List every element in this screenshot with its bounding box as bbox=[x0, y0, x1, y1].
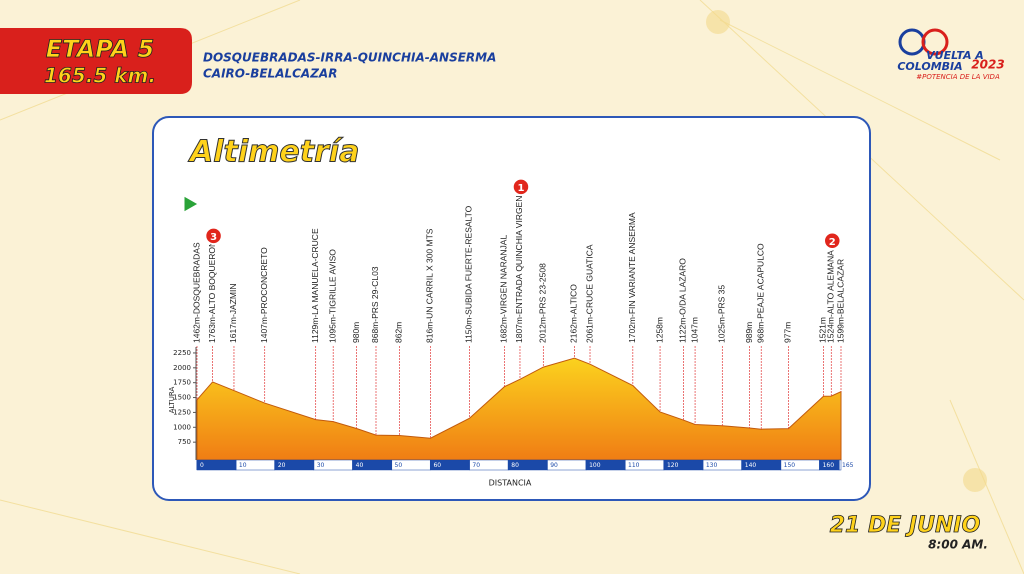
waypoint-label: 2061m-CRUCE GUATICA bbox=[584, 244, 594, 343]
y-tick-label: 750 bbox=[178, 438, 191, 446]
waypoint-label: 1047m bbox=[689, 317, 699, 343]
x-tick-label: 30 bbox=[317, 462, 325, 469]
route: CAIRO-BELALCAZAR bbox=[203, 67, 337, 81]
waypoint-label: 2012m-PRS 23-2508 bbox=[538, 263, 548, 343]
waypoint-label: 977m bbox=[783, 322, 793, 343]
elevation-area bbox=[196, 357, 842, 461]
waypoint-label: 989m bbox=[744, 322, 754, 343]
waypoint-label: 1702m-FIN VARIANTE ANSERMA bbox=[627, 212, 637, 343]
logo: VUELTA A COLOMBIA 2023 #POTENCIA DE LA V… bbox=[897, 28, 1005, 81]
deco-dot bbox=[963, 468, 987, 492]
waypoint-label: 1763m-ALTO BOQUERON bbox=[207, 241, 217, 343]
waypoint-label: 1258m bbox=[654, 317, 664, 343]
stage-banner bbox=[0, 28, 192, 94]
start-icon bbox=[183, 195, 200, 213]
waypoint-label: 1025m-PRS 35 bbox=[717, 285, 727, 343]
y-tick-label: 1750 bbox=[173, 379, 191, 387]
panel bbox=[152, 116, 871, 501]
x-tick-label: 70 bbox=[472, 462, 480, 469]
x-tick-label: 40 bbox=[356, 462, 364, 469]
logo-tagline: #POTENCIA DE LA VIDA bbox=[916, 73, 1000, 81]
route: DOSQUEBRADAS-IRRA-QUINCHIA-ANSERMA bbox=[203, 51, 496, 65]
stage-distance: 165.5 km. bbox=[44, 64, 156, 88]
logo-text: COLOMBIA bbox=[897, 60, 962, 73]
x-tick-label: 80 bbox=[511, 462, 519, 469]
waypoint-label: 1521m bbox=[818, 317, 828, 343]
y-tick-label: 2250 bbox=[173, 349, 191, 357]
waypoint-label: 816m-UN CARRIL X 300 MTS bbox=[425, 228, 435, 343]
x-tick-label: 60 bbox=[433, 462, 441, 469]
waypoint-label: 1807m-ENTRADA QUINCHIA VIRGEN bbox=[514, 196, 524, 343]
kom-category: 1 bbox=[517, 183, 524, 194]
x-tick-label: 90 bbox=[550, 462, 558, 469]
y-tick-label: 1000 bbox=[173, 423, 191, 431]
kom-category: 3 bbox=[210, 232, 217, 243]
waypoint-label: 868m-PRS 29-CL03 bbox=[370, 266, 380, 343]
waypoint-label: 1129m-LA MANUELA-CRUCE bbox=[310, 228, 320, 343]
x-tick-label: 110 bbox=[628, 462, 640, 469]
x-tick-label: 10 bbox=[239, 462, 247, 469]
y-tick-label: 1500 bbox=[173, 394, 191, 402]
kom-badge bbox=[204, 227, 223, 245]
waypoint-label: 1462m-DOSQUEBRADAS bbox=[191, 242, 201, 343]
x-tick-label: 20 bbox=[278, 462, 286, 469]
x-tick-label: 150 bbox=[784, 462, 796, 469]
x-tick-label: 160 bbox=[823, 462, 835, 469]
waypoint-label: 1682m-VIRGEN NARANJAL bbox=[499, 235, 509, 343]
waypoint-label: 1599m-BELALCAZAR bbox=[835, 259, 845, 343]
x-tick-label: 0 bbox=[200, 462, 204, 469]
waypoint-label: 1407m-PROCONCRETO bbox=[259, 247, 269, 343]
kom-badge bbox=[823, 232, 842, 250]
date: 21 DE JUNIO bbox=[830, 513, 981, 538]
time: 8:00 AM. bbox=[928, 538, 988, 552]
waypoint-label: 2162m-ALTICO bbox=[569, 284, 579, 343]
y-axis-label: ALTURA bbox=[168, 387, 176, 414]
kom-category: 2 bbox=[829, 237, 836, 248]
x-tick-label: 165 bbox=[842, 462, 854, 469]
waypoint-label: 1095m-TIGRILLE AVISO bbox=[327, 249, 337, 343]
waypoint-label: 1617m-JAZMIN bbox=[228, 283, 238, 343]
waypoint-label: 980m bbox=[351, 322, 361, 343]
waypoint-label: 1524m-ALTO ALEMANA bbox=[826, 250, 836, 343]
x-tick-label: 50 bbox=[395, 462, 403, 469]
x-tick-label: 130 bbox=[706, 462, 718, 469]
chart-title: Altimetría bbox=[188, 135, 359, 170]
x-axis-label: DISTANCIA bbox=[489, 479, 532, 488]
stage: ETAPA 5 bbox=[46, 35, 155, 63]
deco-dot bbox=[706, 10, 730, 34]
x-tick-label: 120 bbox=[667, 462, 679, 469]
waypoint-label: 1150m-SUBIDA FUERTE-RESALTO bbox=[464, 205, 474, 343]
x-tick-label: 140 bbox=[745, 462, 757, 469]
waypoint-label: 1122m-O/DA LAZARO bbox=[678, 258, 688, 343]
y-tick-label: 2000 bbox=[173, 364, 191, 372]
kom-badge bbox=[512, 178, 530, 196]
x-tick-label: 100 bbox=[589, 462, 601, 469]
y-tick-label: 1250 bbox=[173, 408, 191, 416]
waypoint-label: 968m-PEAJE ACAPULCO bbox=[755, 243, 765, 343]
logo-text: VUELTA A bbox=[926, 49, 984, 62]
waypoint-label: 862m bbox=[394, 322, 404, 343]
logo-year: 2023 bbox=[971, 58, 1004, 72]
